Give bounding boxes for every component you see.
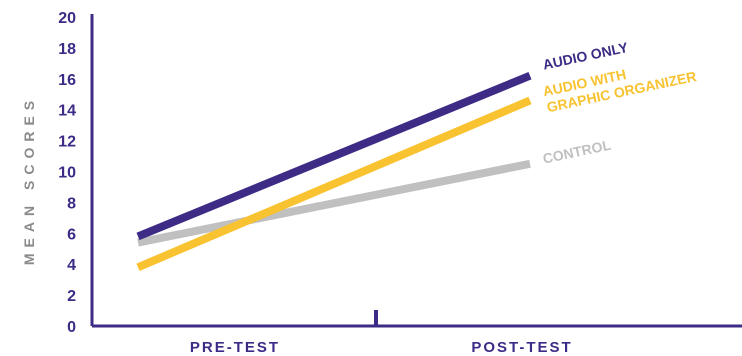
y-tick-label: 10 [58,165,76,182]
y-tick-label: 16 [58,72,76,89]
series-line-audio-with-graphic-organizer [136,96,532,271]
series-label: CONTROL [541,137,612,167]
series-lines [136,72,532,271]
x-category-label: POST-TEST [471,339,572,356]
y-tick-label: 20 [58,10,76,27]
series-line-audio-only [136,72,532,241]
y-axis-title: MEAN SCORES [21,95,37,265]
y-tick-label: 12 [58,134,76,151]
y-tick-label: 14 [58,103,76,120]
y-axis-ticks: 0 2 4 6 8 10 12 14 16 18 20 [58,10,76,336]
series-line-control [137,159,531,247]
y-tick-label: 18 [58,41,76,58]
y-tick-label: 2 [67,288,76,305]
y-tick-label: 8 [67,195,76,212]
y-tick-label: 4 [67,257,76,274]
x-category-label: PRE-TEST [190,339,280,356]
y-tick-label: 0 [67,319,76,336]
y-tick-label: 6 [67,226,76,243]
